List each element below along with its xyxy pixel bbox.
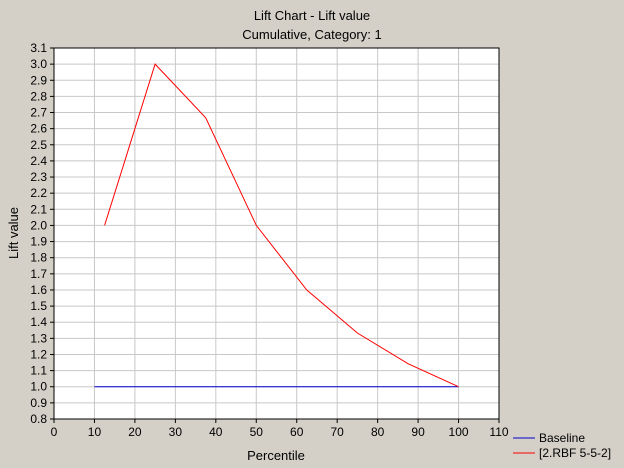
- y-tick-label: 2.6: [30, 122, 47, 136]
- x-tick-label: 80: [371, 425, 385, 439]
- chart-title: Lift Chart - Lift value: [253, 8, 371, 23]
- y-tick-label: 0.8: [30, 412, 47, 426]
- y-tick-label: 1.5: [30, 299, 47, 313]
- y-tick-label: 2.8: [30, 89, 47, 103]
- legend: Baseline[2.RBF 5-5-2]: [513, 431, 611, 460]
- x-tick-label: 90: [411, 425, 425, 439]
- y-tick-label: 1.3: [30, 331, 47, 345]
- legend-label-0: Baseline: [539, 431, 585, 445]
- chart-subtitle: Cumulative, Category: 1: [242, 27, 382, 42]
- x-tick-label: 100: [449, 425, 469, 439]
- y-tick-label: 1.7: [30, 267, 47, 281]
- grid-lines: [54, 48, 499, 419]
- y-tick-label: 1.9: [30, 235, 47, 249]
- y-tick-label: 0.9: [30, 396, 47, 410]
- y-tick-label: 2.2: [30, 186, 47, 200]
- legend-label-1: [2.RBF 5-5-2]: [539, 446, 611, 460]
- y-axis: 0.8 0.9 1.0 1.1 1.2 1.3 1.4 1.5 1.6 1.7 1.8 1.9 2.0 2…: [30, 41, 54, 426]
- y-tick-label: 2.5: [30, 138, 47, 152]
- x-axis: 0 10 20 30 40 50 60 70 80 90 100 110: [51, 419, 509, 439]
- y-tick-label: 2.4: [30, 154, 47, 168]
- y-tick-label: 3.0: [30, 57, 47, 71]
- series-layer: [94, 63, 459, 388]
- y-tick-label: 2.7: [30, 106, 47, 120]
- y-tick-label: 2.1: [30, 202, 47, 216]
- y-tick-label: 3.1: [30, 41, 47, 55]
- x-tick-label: 10: [88, 425, 102, 439]
- y-tick-label: 1.2: [30, 347, 47, 361]
- y-tick-label: 1.6: [30, 283, 47, 297]
- x-axis-label: Percentile: [247, 448, 305, 463]
- y-tick-label: 2.3: [30, 170, 47, 184]
- x-tick-label: 40: [209, 425, 223, 439]
- series-line-1: [104, 63, 459, 388]
- x-tick-label: 50: [250, 425, 264, 439]
- y-tick-label: 1.4: [30, 315, 47, 329]
- plot-area: [54, 48, 499, 419]
- y-tick-label: 1.8: [30, 251, 47, 265]
- x-tick-label: 110: [489, 425, 508, 439]
- x-tick-label: 60: [290, 425, 304, 439]
- y-tick-label: 1.0: [30, 380, 47, 394]
- y-tick-label: 2.9: [30, 73, 47, 87]
- plot-frame: [53, 47, 500, 420]
- y-tick-label: 2.0: [30, 218, 47, 232]
- x-tick-label: 0: [51, 425, 58, 439]
- x-tick-label: 30: [169, 425, 183, 439]
- y-axis-label: Lift value: [6, 207, 21, 259]
- x-tick-label: 70: [331, 425, 345, 439]
- y-tick-label: 1.1: [30, 364, 47, 378]
- x-tick-label: 20: [128, 425, 142, 439]
